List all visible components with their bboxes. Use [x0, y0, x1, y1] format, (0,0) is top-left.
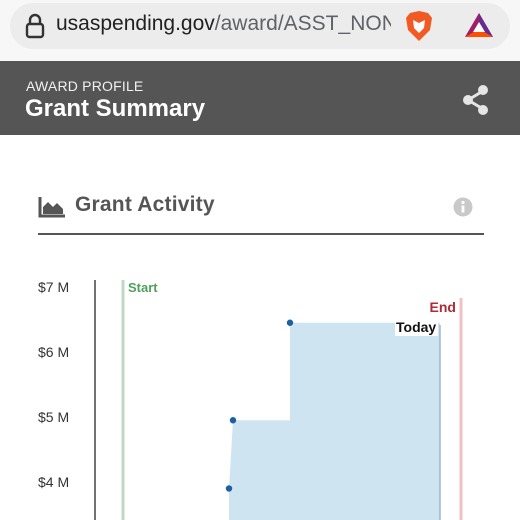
- today-label-bg: [395, 316, 438, 336]
- data-point[interactable]: [229, 417, 237, 424]
- y-axis-ticks: $7 M $6 M $5 M $4 M: [38, 279, 69, 490]
- share-icon[interactable]: [462, 84, 490, 116]
- start-label: Start: [128, 280, 158, 295]
- data-points: [225, 319, 294, 492]
- brave-shield-icon[interactable]: [404, 10, 434, 42]
- info-icon[interactable]: [453, 197, 473, 217]
- browser-toolbar: usaspending.gov/award/ASST_NON_: [0, 0, 520, 61]
- data-point[interactable]: [286, 319, 294, 326]
- area-chart-icon: [38, 197, 65, 218]
- y-tick-label: $7 M: [38, 279, 69, 295]
- end-label: End: [430, 299, 456, 315]
- lock-icon: [25, 13, 45, 39]
- page-title: Grant Summary: [25, 95, 206, 122]
- section-divider: [38, 233, 484, 235]
- y-tick-label: $6 M: [38, 344, 69, 360]
- rewards-triangle-icon[interactable]: [463, 11, 495, 39]
- url-text[interactable]: usaspending.gov/award/ASST_NON_: [56, 12, 391, 36]
- today-label: Today: [396, 319, 436, 335]
- url-domain: usaspending.gov: [56, 12, 215, 35]
- y-tick-label: $4 M: [38, 474, 69, 490]
- section-title: Grant Activity: [75, 193, 215, 216]
- y-tick-label: $5 M: [38, 409, 69, 425]
- data-point[interactable]: [225, 485, 233, 492]
- url-path: /award/ASST_NON_: [214, 12, 391, 35]
- page-header: AWARD PROFILE Grant Summary: [0, 61, 520, 135]
- header-eyebrow: AWARD PROFILE: [26, 78, 144, 94]
- activity-area: [229, 322, 440, 520]
- grant-activity-chart: $7 M $6 M $5 M $4 M Start End Today: [38, 279, 463, 520]
